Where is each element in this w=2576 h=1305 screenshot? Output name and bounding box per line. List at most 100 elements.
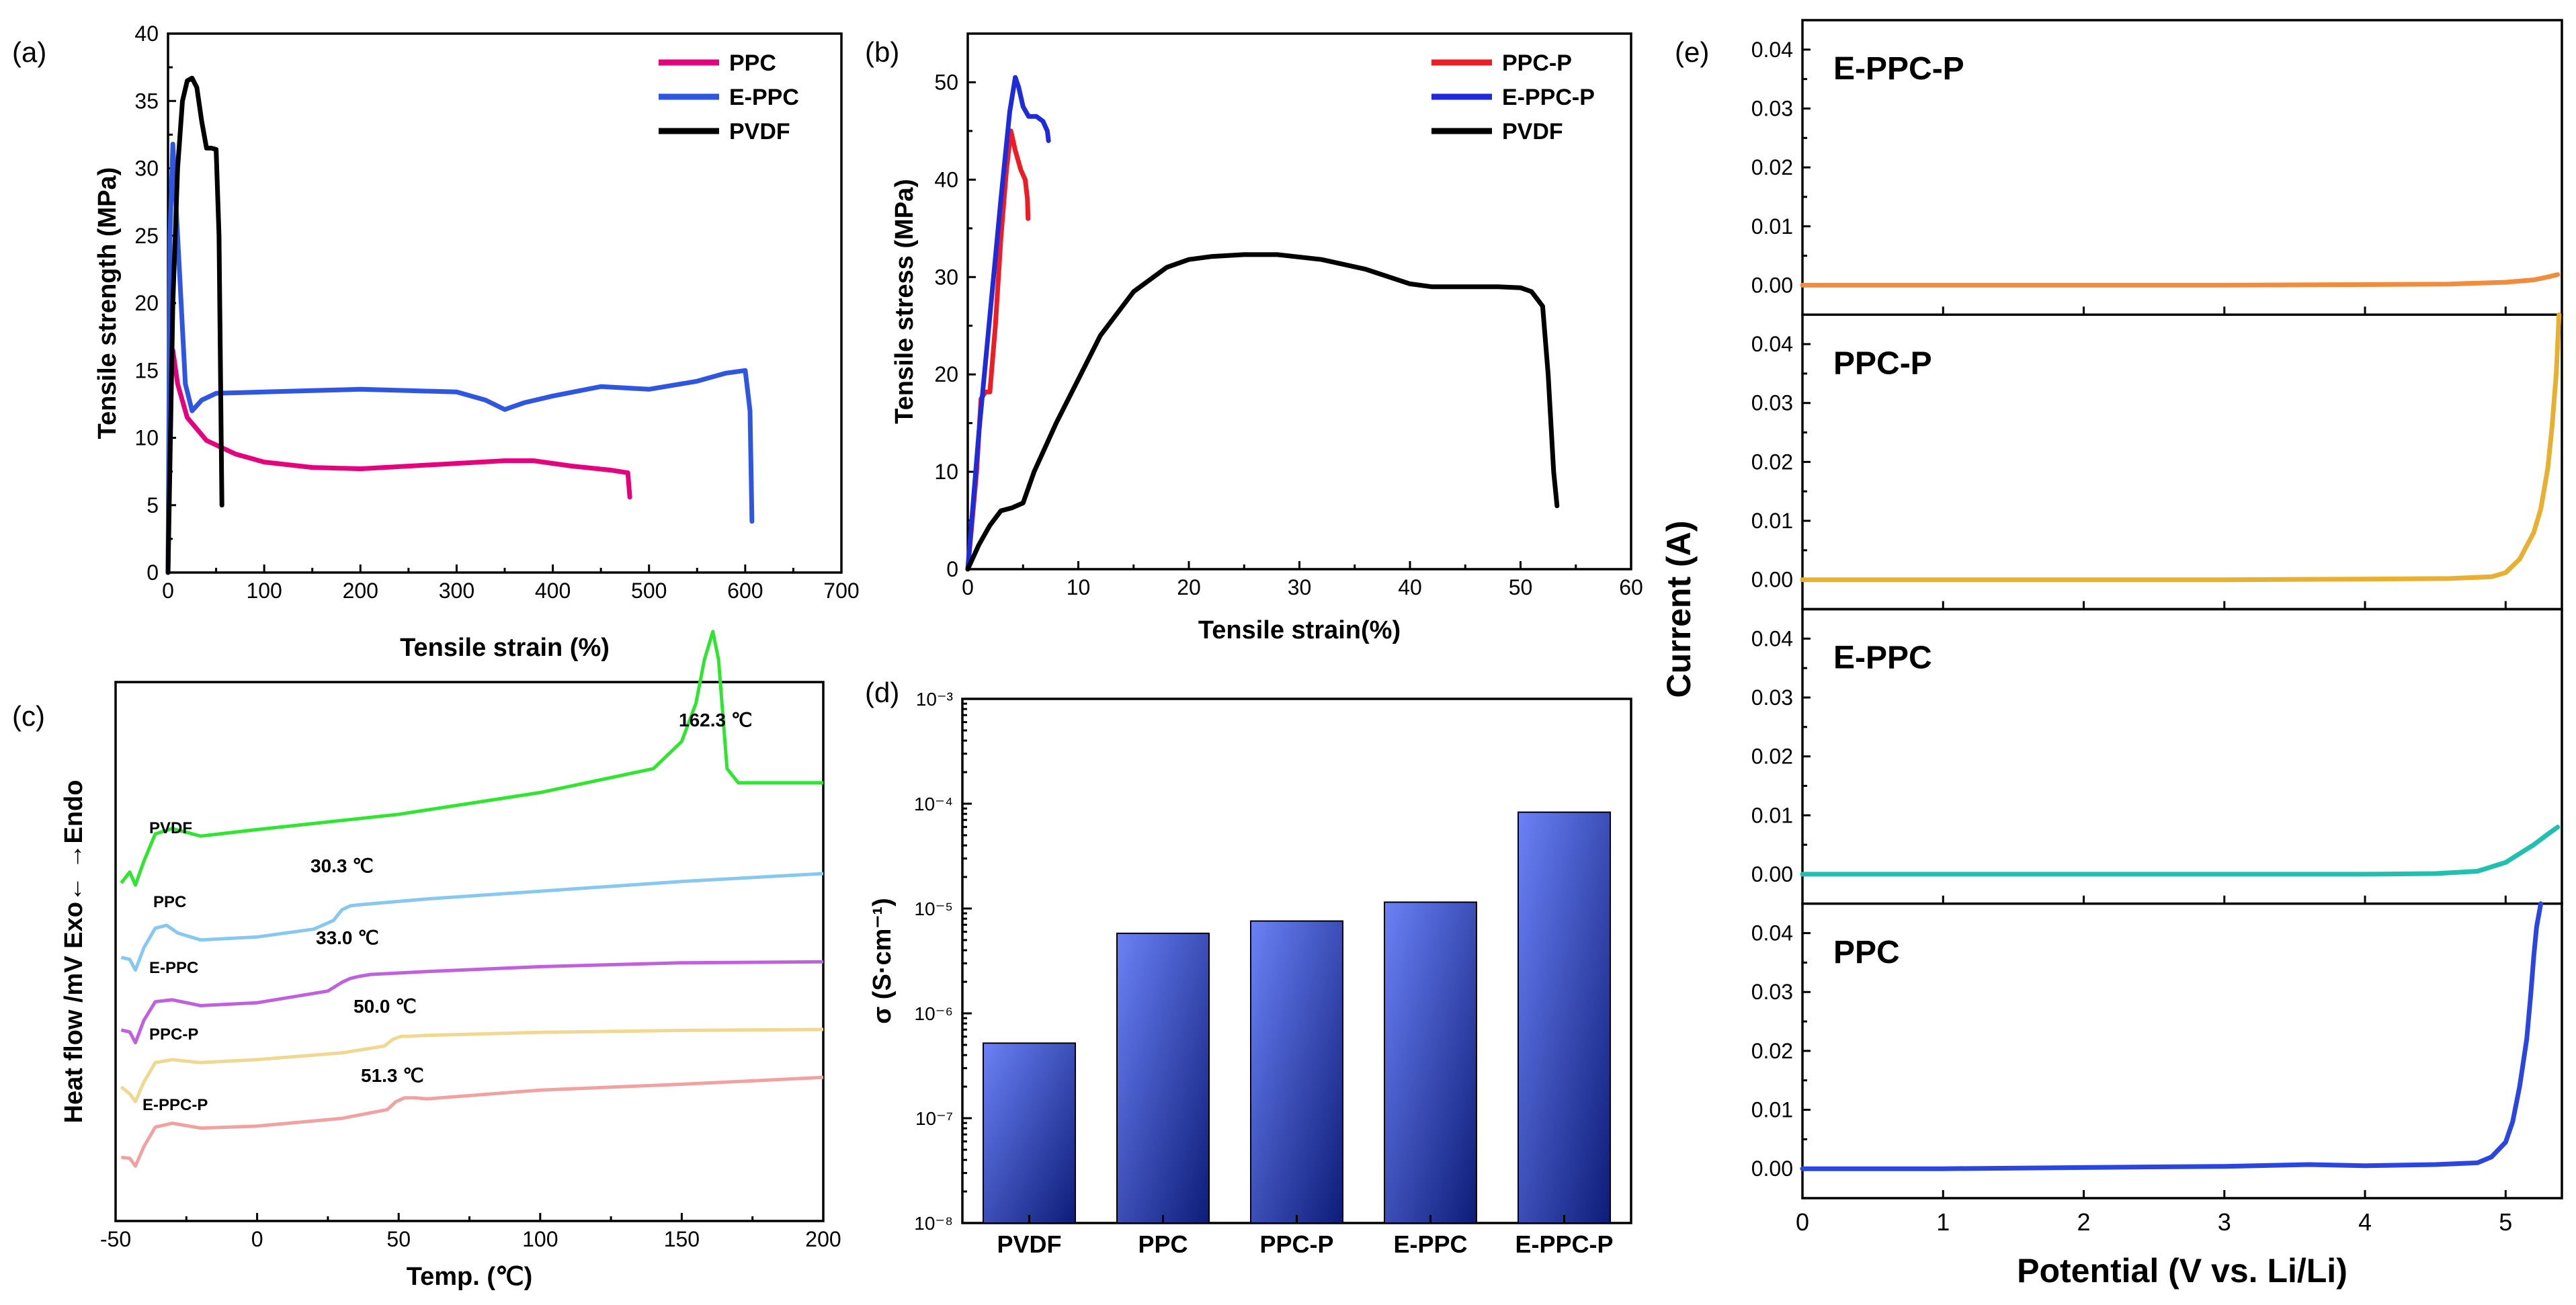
panel-e-x-axis-label: Potential (V vs. Li/Li)	[2017, 1252, 2348, 1290]
panel-e-xtick-label: 5	[2499, 1208, 2512, 1236]
panel-e-xtick-label: 3	[2218, 1208, 2231, 1236]
panel-b-xtick-label: 50	[1509, 575, 1533, 599]
panel-c-xtick-label: 150	[664, 1227, 700, 1251]
panel-d-y-axis-label: σ (S·cm⁻¹)	[868, 898, 897, 1024]
panel-a-series-ppc	[165, 347, 632, 575]
panel-c-annotation-pvdf: 162.3 ℃	[679, 710, 752, 730]
panel-c-series-e-ppc-p	[121, 1075, 824, 1168]
panel-a-y-axis-label: Tensile strength (MPa)	[93, 167, 122, 439]
panel-a-tensile-strength-chart: (a) 0 100 200 300 400 500 600 700 0 5 10 15 20 25 30 35 4…	[12, 22, 860, 662]
panel-e-subplot-title-e-ppc: E-PPC	[1833, 640, 1932, 676]
panel-b-y-axis-label: Tensile stress (MPa)	[890, 179, 919, 424]
panel-a-ytick-label: 25	[134, 224, 159, 248]
panel-d-label: (d)	[865, 677, 899, 708]
panel-a-xtick-label: 300	[439, 579, 474, 603]
panel-a-legend-label-ppc: PPC	[729, 50, 776, 76]
panel-e-ytick-label: 0.03	[1751, 980, 1793, 1004]
panel-a-x-axis-label: Tensile strain (%)	[400, 634, 610, 662]
panel-a-ytick-label: 40	[134, 22, 159, 46]
panel-b-ytick-label: 20	[934, 362, 958, 386]
panel-d-bar-e-ppc-p	[1518, 811, 1611, 1224]
panel-d-bar-ppc	[1116, 932, 1210, 1224]
panel-b-ytick-label: 0	[946, 557, 958, 581]
panel-a-xtick-label: 200	[343, 579, 378, 603]
panel-e-xtick-label: 1	[1936, 1208, 1950, 1236]
panel-c-annotation-e-ppc: 33.0 ℃	[316, 927, 379, 948]
panel-e-ytick-label: 0.00	[1751, 862, 1793, 886]
panel-a-ytick-label: 0	[147, 560, 159, 585]
panel-c-series-ppc-p	[120, 1027, 824, 1103]
panel-e-series-e-ppc	[1800, 825, 2561, 877]
panel-c-series-pvdf	[120, 630, 823, 887]
panel-c-label: (c)	[12, 700, 45, 732]
panel-c-curve-label-ppc-p: PPC-P	[149, 1025, 198, 1044]
panel-a-ytick-label: 5	[147, 493, 159, 517]
panel-e-y-axis-label: Current (A)	[1660, 521, 1698, 698]
panel-a-label: (a)	[12, 36, 46, 68]
panel-c-xtick-label: 100	[522, 1227, 558, 1251]
panel-e-ytick-label: 0.01	[1751, 214, 1793, 239]
panel-c-series-ppc	[120, 872, 824, 972]
panel-e-ytick-label: 0.00	[1751, 568, 1793, 592]
panel-b-xtick-label: 60	[1619, 575, 1643, 599]
panel-b-plot-frame	[966, 32, 1632, 571]
panel-c-annotation-e-ppc-p: 51.3 ℃	[361, 1065, 424, 1086]
panel-d-ytick-label: 10⁻⁵	[914, 898, 953, 919]
panel-b-xtick-label: 40	[1398, 575, 1422, 599]
panel-a-plot-frame	[167, 32, 843, 574]
panel-b-x-axis-label: Tensile strain(%)	[1198, 616, 1401, 644]
panel-d-conductivity-bar-chart: (d) 10⁻⁸ 10⁻⁷ 10⁻⁶ 10⁻⁵ 10⁻⁴ 10⁻³ PVDF PPC PPC-P E…	[865, 677, 1632, 1258]
panel-b-xtick-label: 0	[962, 575, 974, 599]
panel-a-ytick-label: 30	[134, 157, 159, 181]
panel-d-category-label-pvdf: PVDF	[997, 1230, 1061, 1258]
panel-a-xtick-label: 500	[631, 579, 667, 603]
panel-d-bar-ppc-p	[1250, 920, 1343, 1224]
panel-d-category-label-ppc: PPC	[1138, 1230, 1188, 1258]
panel-c-xtick-label: 200	[805, 1227, 841, 1251]
panel-c-x-axis-label: Temp. (℃)	[407, 1263, 533, 1291]
panel-b-ytick-label: 10	[934, 460, 958, 484]
panel-d-ytick-label: 10⁻⁴	[914, 794, 953, 814]
panel-c-dsc-chart: (c) -50 0 50 100 150 200 PVDF PPC E-PPC PPC-P E-PPC…	[12, 630, 841, 1291]
panel-d-bar-e-ppc	[1384, 901, 1477, 1224]
panel-e-ytick-label: 0.03	[1751, 391, 1793, 415]
panel-e-ytick-label: 0.01	[1751, 1098, 1793, 1122]
panel-c-xtick-label: 50	[386, 1227, 411, 1251]
panel-e-ytick-label: 0.04	[1751, 626, 1793, 650]
panel-d-ytick-label: 10⁻⁸	[914, 1213, 953, 1234]
panel-b-ytick-label: 30	[934, 265, 958, 289]
panel-c-curve-label-e-ppc-p: E-PPC-P	[142, 1096, 208, 1114]
panel-e-ytick-label: 0.04	[1751, 38, 1793, 62]
panel-e-series-ppc-p	[1800, 312, 2562, 583]
panel-e-xtick-label: 4	[2358, 1208, 2372, 1236]
panel-a-xtick-label: 600	[727, 579, 763, 603]
panel-b-series-pvdf	[965, 252, 1560, 572]
panel-e-ytick-label: 0.02	[1751, 745, 1793, 769]
panel-e-subplot-title-ppc-p: PPC-P	[1833, 345, 1932, 381]
panel-b-ytick-label: 40	[934, 167, 958, 192]
panel-c-curve-label-ppc: PPC	[153, 893, 186, 911]
panel-b-xtick-label: 10	[1067, 575, 1091, 599]
panel-a-xtick-label: 700	[823, 579, 859, 603]
panel-e-xtick-label: 2	[2077, 1208, 2091, 1236]
panel-a-ytick-label: 15	[134, 358, 159, 382]
panel-e-subplot-title-e-ppc-p: E-PPC-P	[1833, 51, 1964, 87]
panel-d-ytick-label: 10⁻⁶	[915, 1003, 953, 1024]
panel-b-series-e-ppc-p	[965, 75, 1051, 572]
panel-a-ytick-label: 20	[134, 291, 159, 315]
panel-d-category-label-e-ppc-p: E-PPC-P	[1515, 1230, 1613, 1258]
panel-e-series-ppc	[1800, 901, 2544, 1171]
panel-e-ytick-label: 0.01	[1751, 509, 1793, 533]
panel-e-label: (e)	[1675, 36, 1709, 68]
panel-e-ytick-label: 0.03	[1751, 685, 1793, 710]
panel-a-series-pvdf	[165, 75, 224, 575]
panel-b-xtick-label: 30	[1288, 575, 1312, 599]
panel-a-legend-label-pvdf: PVDF	[729, 119, 790, 144]
panel-a-legend-label-e-ppc: E-PPC	[729, 85, 799, 110]
panel-c-curve-label-pvdf: PVDF	[149, 819, 192, 837]
panel-d-bar-pvdf	[983, 1042, 1076, 1224]
panel-e-subplot-title-ppc: PPC	[1833, 935, 1900, 970]
panel-a-xtick-label: 100	[246, 579, 282, 603]
panel-c-xtick-label: -50	[100, 1227, 131, 1251]
